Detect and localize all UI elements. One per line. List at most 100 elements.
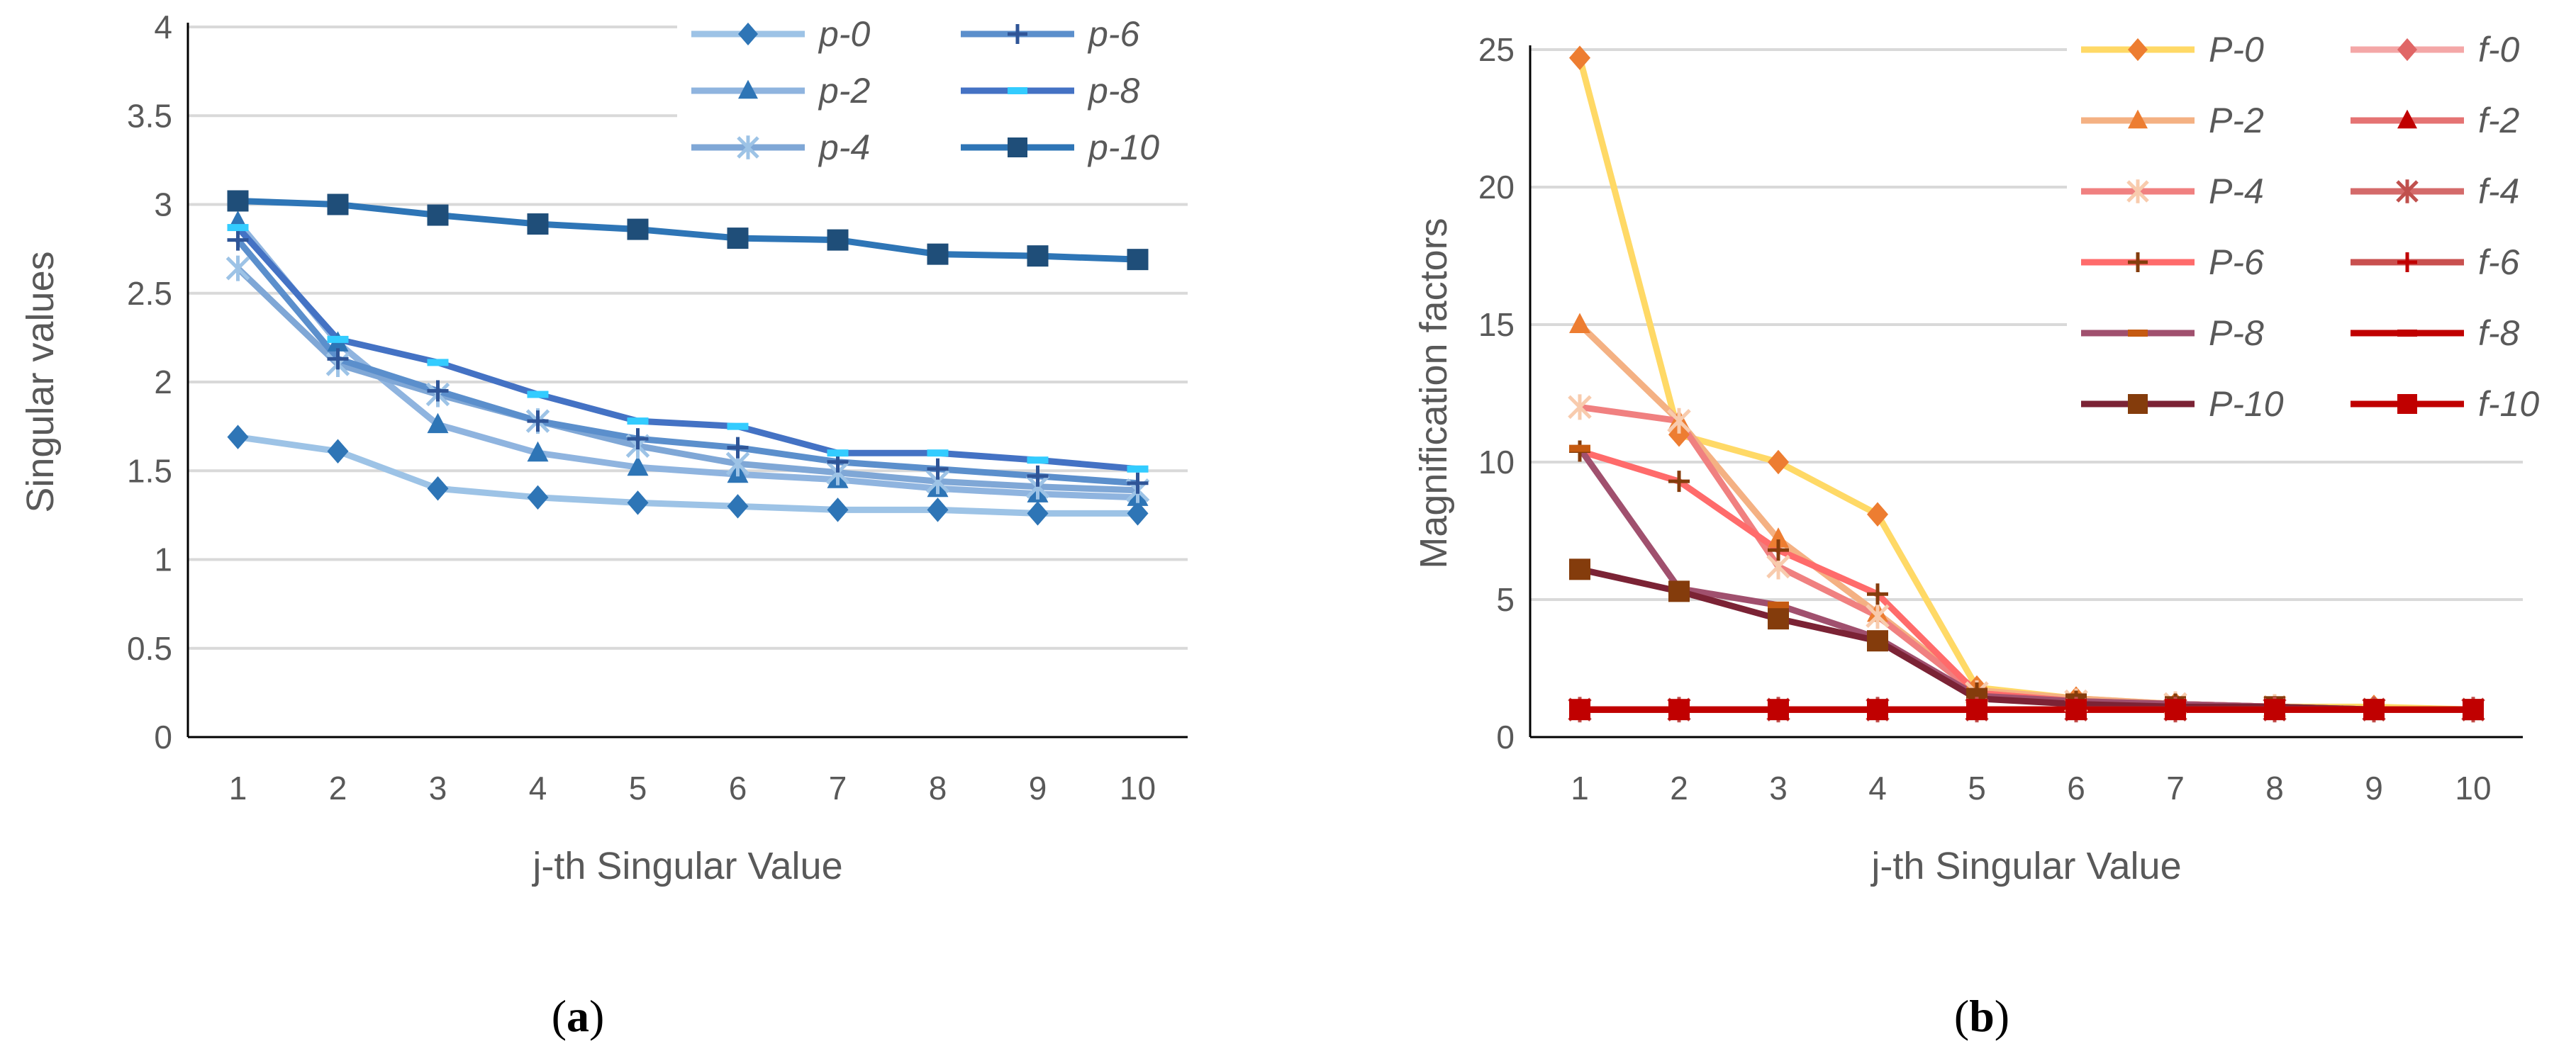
x-tick-label: 8 (929, 770, 947, 807)
data-point-p-6 (327, 348, 349, 370)
data-point-P-8 (1569, 444, 1590, 452)
series-line-P-10 (1579, 566, 2473, 713)
data-point-p-2 (527, 441, 549, 462)
legend-label-p-10: p-10 (1087, 128, 1159, 167)
data-point-P-2 (1569, 313, 1590, 333)
y-tick-label: 2.5 (127, 275, 172, 312)
data-point-f-10 (1768, 699, 1789, 721)
data-point-P-6 (1768, 539, 1789, 561)
data-point-f-10 (2463, 699, 2484, 721)
legend-marker-P-8 (2128, 330, 2148, 337)
legend-label-P-2: P-2 (2209, 101, 2264, 140)
legend-label-f-8: f-8 (2478, 313, 2520, 353)
data-point-p-6 (227, 229, 249, 251)
data-point-p-8 (427, 359, 449, 366)
subfigure-caption: (b) (1954, 991, 2009, 1041)
legend-marker-f-8 (2397, 330, 2417, 337)
data-point-p-8 (327, 335, 349, 343)
x-tick-label: 2 (329, 770, 347, 807)
series-line-p-4 (235, 266, 1138, 494)
caption-close-paren: ) (589, 991, 604, 1041)
data-point-f-10 (2363, 699, 2385, 721)
y-tick-label: 3.5 (127, 97, 172, 134)
x-tick-label: 1 (1571, 770, 1589, 807)
data-point-p-6 (927, 458, 949, 480)
x-tick-label: 9 (1029, 770, 1047, 807)
data-point-P-8 (1768, 601, 1789, 609)
legend-label-f-0: f-0 (2478, 30, 2520, 69)
x-tick-label: 6 (729, 770, 747, 807)
legend-marker-P-10 (2128, 394, 2148, 414)
data-point-p-0 (1027, 501, 1049, 526)
data-point-p-10 (227, 190, 249, 212)
data-point-P-0 (1768, 449, 1789, 475)
legend-label-f-6: f-6 (2478, 242, 2520, 282)
series-line-p-2 (235, 220, 1138, 501)
data-point-p-8 (627, 417, 649, 425)
legend-label-p-2: p-2 (818, 71, 870, 111)
series-line-p-6 (235, 237, 1138, 487)
data-point-p-10 (327, 193, 349, 215)
chart-a: 0 0.5 1 1.5 2 2.5 3 3.5 4 1 2 3 4 5 6 7 8 9 10 j-th Singula… (19, 6, 1223, 1041)
y-axis-title: Singular values (19, 251, 62, 512)
legend-label-P-10: P-10 (2209, 384, 2284, 424)
caption-close-paren: ) (1995, 991, 2009, 1041)
y-tick-label: 5 (1496, 581, 1515, 618)
legend-marker-f-6 (2397, 252, 2417, 272)
legend-marker-f-4 (2396, 179, 2419, 203)
legend-label-p-8: p-8 (1087, 71, 1139, 111)
data-point-P-10 (1668, 580, 1690, 602)
legend-background (2067, 21, 2576, 454)
data-point-p-10 (1027, 245, 1049, 267)
data-point-p-6 (427, 380, 449, 402)
series-line-P-6 (1578, 448, 2473, 713)
x-tick-label: 10 (1120, 770, 1156, 807)
legend-marker-p-2 (738, 79, 758, 99)
y-tick-label: 15 (1478, 306, 1515, 343)
data-point-f-10 (1966, 699, 1987, 721)
x-tick-label: 4 (1868, 770, 1887, 807)
data-point-p-10 (1127, 249, 1149, 271)
data-point-p-8 (727, 422, 749, 430)
legend-marker-p-0 (738, 22, 758, 46)
data-point-P-0 (1569, 45, 1590, 70)
data-point-p-10 (527, 213, 549, 235)
subfigure-caption: (a) (552, 991, 605, 1041)
y-tick-label: 3 (154, 186, 172, 223)
x-tick-label: 3 (1769, 770, 1788, 807)
legend-marker-f-10 (2397, 394, 2417, 414)
legend-marker-P-4 (2126, 179, 2149, 203)
legend-marker-p-4 (737, 135, 759, 159)
x-tick-label: 10 (2455, 770, 2491, 807)
x-tick-label: 7 (2166, 770, 2185, 807)
legend-label-P-6: P-6 (2209, 242, 2264, 282)
legend-marker-p-10 (1008, 137, 1027, 157)
legend-label-f-4: f-4 (2478, 172, 2519, 211)
x-tick-label: 8 (2265, 770, 2284, 807)
data-point-p-0 (327, 439, 349, 464)
data-point-p-4 (225, 255, 250, 281)
data-point-p-8 (527, 391, 549, 398)
legend-label-p-0: p-0 (818, 14, 870, 54)
x-tick-label: 1 (229, 770, 247, 807)
data-point-p-2 (427, 412, 449, 434)
data-point-p-0 (227, 425, 249, 449)
x-axis-title: j-th Singular Value (531, 845, 842, 887)
data-point-P-10 (1768, 608, 1789, 630)
x-tick-label: 9 (2365, 770, 2383, 807)
data-point-p-10 (627, 218, 649, 240)
x-tick-label: 5 (629, 770, 647, 807)
y-tick-label: 1 (154, 541, 172, 578)
data-point-p-8 (227, 224, 249, 232)
legend-label-f-2: f-2 (2478, 101, 2520, 140)
data-point-P-10 (1569, 558, 1590, 580)
series-line-P-8 (1577, 446, 2473, 713)
y-axis-title: Magnification factors (1412, 218, 1455, 568)
y-tick-label: 0.5 (127, 630, 172, 667)
legend-marker-p-8 (1008, 87, 1027, 94)
data-point-p-0 (1127, 501, 1149, 526)
x-tick-label: 6 (2067, 770, 2085, 807)
caption-letter: b (1969, 991, 1995, 1041)
data-point-p-10 (727, 228, 749, 249)
data-point-p-10 (927, 243, 949, 265)
